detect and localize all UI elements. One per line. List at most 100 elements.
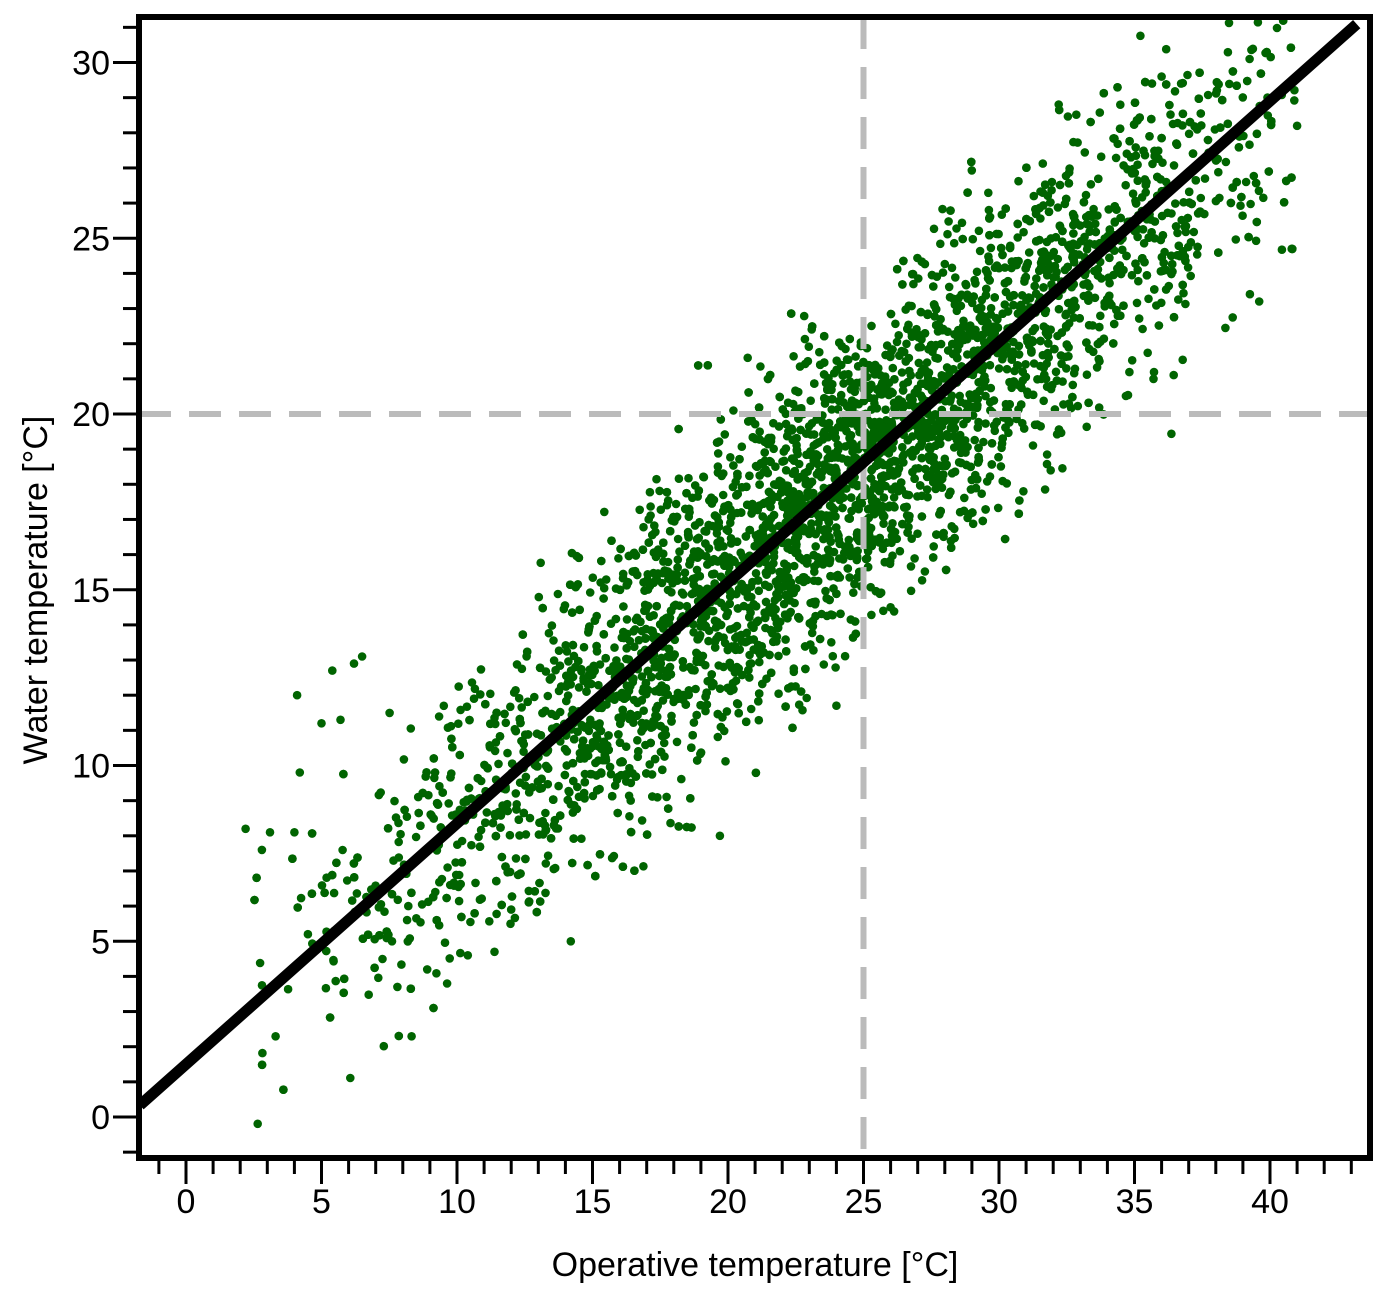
data-point bbox=[981, 505, 990, 514]
data-point bbox=[853, 362, 863, 371]
data-point bbox=[750, 419, 760, 429]
data-point bbox=[674, 424, 683, 434]
data-point bbox=[1051, 367, 1061, 377]
data-point bbox=[279, 1085, 288, 1094]
data-point bbox=[985, 276, 994, 285]
data-point bbox=[966, 462, 975, 472]
data-point bbox=[994, 452, 1003, 462]
data-point bbox=[619, 602, 628, 611]
data-point bbox=[567, 858, 577, 868]
data-point bbox=[805, 619, 815, 628]
data-point bbox=[802, 492, 811, 502]
data-point bbox=[753, 576, 763, 585]
data-point-outlier bbox=[303, 929, 313, 939]
data-point bbox=[394, 837, 404, 847]
data-point bbox=[641, 624, 651, 634]
data-point bbox=[891, 457, 901, 466]
data-point bbox=[637, 816, 647, 825]
data-point bbox=[713, 557, 722, 566]
data-point bbox=[792, 433, 801, 443]
data-point bbox=[806, 524, 815, 533]
data-point bbox=[691, 684, 700, 694]
data-point bbox=[646, 723, 656, 732]
data-point bbox=[1065, 164, 1074, 173]
data-point bbox=[1019, 424, 1029, 433]
data-point bbox=[592, 786, 602, 795]
data-point bbox=[645, 487, 655, 497]
data-point bbox=[871, 586, 881, 596]
data-point bbox=[633, 736, 642, 745]
data-point bbox=[338, 845, 347, 855]
data-point bbox=[1061, 194, 1071, 204]
data-point bbox=[1158, 231, 1168, 240]
data-point bbox=[296, 893, 306, 903]
data-point bbox=[891, 319, 900, 329]
data-point bbox=[976, 303, 986, 313]
data-point bbox=[972, 267, 982, 277]
data-point bbox=[543, 691, 553, 701]
data-point bbox=[843, 564, 853, 573]
data-point bbox=[1064, 179, 1074, 188]
data-point bbox=[937, 371, 946, 380]
data-point bbox=[407, 1032, 416, 1041]
data-point bbox=[1215, 0, 1224, 8]
data-point bbox=[754, 689, 764, 698]
data-point bbox=[1178, 355, 1187, 365]
data-point bbox=[708, 606, 718, 616]
data-point bbox=[475, 842, 485, 851]
data-point bbox=[1245, 54, 1254, 64]
data-point bbox=[497, 900, 507, 910]
data-point bbox=[253, 1119, 262, 1129]
data-point bbox=[996, 243, 1006, 253]
data-point bbox=[610, 643, 619, 652]
data-point bbox=[939, 528, 948, 538]
data-point bbox=[704, 636, 713, 646]
data-point bbox=[783, 398, 793, 408]
data-point bbox=[735, 454, 744, 464]
data-point bbox=[1056, 351, 1066, 360]
data-point bbox=[626, 827, 636, 837]
data-point bbox=[1225, 79, 1234, 89]
data-point bbox=[917, 576, 927, 585]
data-point bbox=[993, 315, 1002, 324]
data-point bbox=[844, 545, 854, 554]
data-point bbox=[456, 948, 465, 958]
data-point bbox=[974, 226, 984, 236]
data-point bbox=[1247, 45, 1256, 55]
data-point bbox=[872, 385, 882, 394]
data-point bbox=[745, 525, 755, 535]
data-point bbox=[998, 434, 1007, 443]
data-point bbox=[1169, 161, 1179, 170]
data-point bbox=[895, 351, 904, 360]
data-point bbox=[851, 352, 860, 361]
data-point bbox=[779, 447, 789, 456]
data-point bbox=[637, 696, 647, 705]
data-point bbox=[562, 761, 572, 770]
data-point bbox=[457, 858, 467, 867]
data-point bbox=[719, 542, 728, 551]
data-point bbox=[815, 634, 825, 644]
data-point bbox=[1028, 390, 1038, 400]
data-point bbox=[941, 461, 951, 471]
data-point bbox=[789, 664, 799, 673]
data-point bbox=[1252, 217, 1262, 227]
data-point bbox=[1119, 161, 1128, 170]
data-point bbox=[926, 451, 936, 461]
data-point bbox=[694, 486, 704, 495]
data-point bbox=[822, 594, 831, 603]
data-point bbox=[1022, 333, 1032, 343]
data-point bbox=[640, 586, 649, 595]
data-point bbox=[618, 862, 628, 871]
data-point bbox=[622, 644, 631, 653]
data-point bbox=[434, 712, 444, 721]
data-point bbox=[1228, 67, 1238, 76]
data-point bbox=[998, 476, 1007, 486]
data-point bbox=[1014, 176, 1023, 186]
data-point bbox=[1128, 189, 1138, 198]
data-point bbox=[1001, 287, 1011, 297]
data-point bbox=[825, 558, 834, 568]
data-point bbox=[549, 864, 559, 874]
data-point bbox=[390, 796, 399, 806]
data-point bbox=[685, 560, 694, 569]
data-point bbox=[687, 743, 696, 752]
